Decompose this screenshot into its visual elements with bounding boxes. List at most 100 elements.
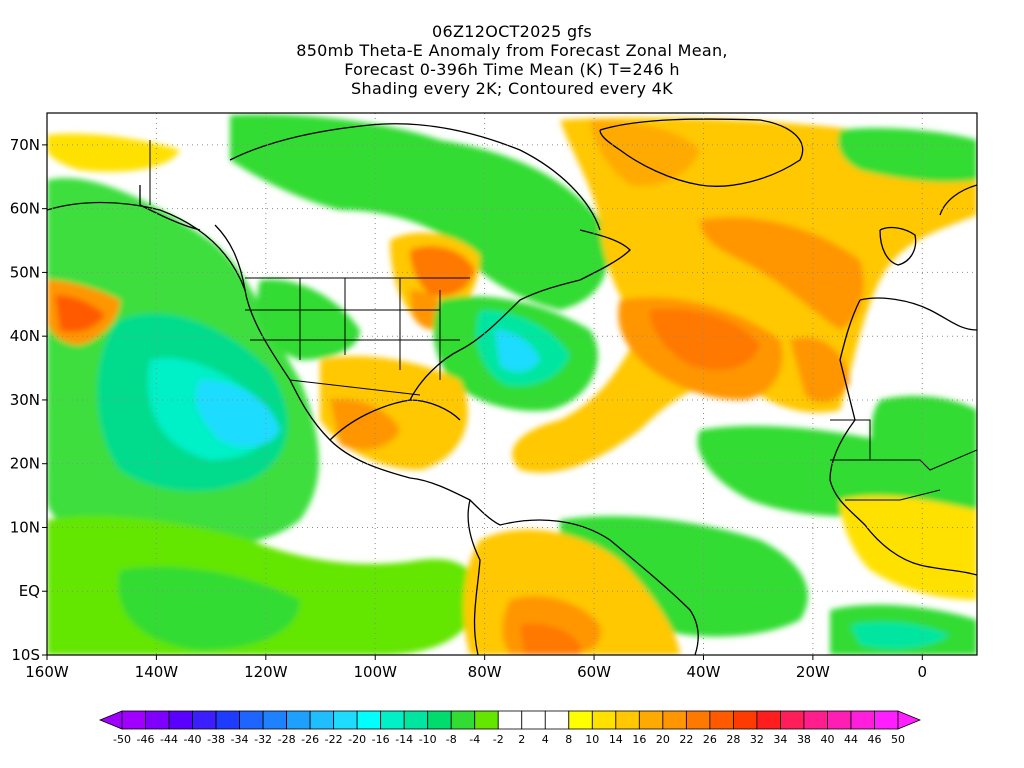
colorbar-label: -28 xyxy=(278,733,296,746)
colorbar-label: -40 xyxy=(184,733,202,746)
colorbar-swatch xyxy=(709,710,734,730)
political-borders xyxy=(149,140,977,501)
colorbar-label: -2 xyxy=(493,733,504,746)
map-frame xyxy=(46,112,978,656)
colorbar-swatch xyxy=(568,710,593,730)
colorbar-swatch xyxy=(333,710,358,730)
colorbar-label: -26 xyxy=(301,733,319,746)
title-line-run: 06Z12OCT2025 gfs xyxy=(432,22,592,41)
lon-tick-label: 160W xyxy=(25,663,69,681)
colorbar-label: -20 xyxy=(348,733,366,746)
title-line-shading: Shading every 2K; Contoured every 4K xyxy=(351,79,673,98)
colorbar-label: -16 xyxy=(372,733,390,746)
colorbar-label: 16 xyxy=(632,733,646,746)
colorbar-label: -46 xyxy=(137,733,155,746)
colorbar-label: -34 xyxy=(231,733,249,746)
lat-tick-label: 30N xyxy=(10,391,40,409)
colorbar-label: -14 xyxy=(395,733,413,746)
colorbar-label: 8 xyxy=(565,733,572,746)
map-title-block: 06Z12OCT2025 gfs 850mb Theta-E Anomaly f… xyxy=(0,22,1024,98)
lat-tick-label: 20N xyxy=(10,455,40,473)
colorbar-swatch xyxy=(427,710,452,730)
lon-tick-label: 120W xyxy=(244,663,288,681)
colorbar-label: 44 xyxy=(844,733,858,746)
anomaly-shading xyxy=(47,114,977,655)
colorbar-label: -44 xyxy=(160,733,178,746)
colorbar-swatch xyxy=(732,710,758,730)
colorbar-label: 46 xyxy=(867,733,881,746)
lon-tick-label: 100W xyxy=(354,663,398,681)
colorbar-swatch xyxy=(780,710,805,730)
colorbar-label: 34 xyxy=(773,733,787,746)
lat-tick-label: 70N xyxy=(10,136,40,154)
colorbar-high-arrow xyxy=(897,710,922,730)
lat-tick-label: 60N xyxy=(10,200,40,218)
colorbar-swatch xyxy=(662,710,687,730)
colorbar-swatch xyxy=(474,710,499,730)
colorbar-swatch xyxy=(262,710,288,730)
colorbar-swatch xyxy=(521,710,546,730)
colorbar-swatch xyxy=(192,710,217,730)
colorbar-swatch xyxy=(756,710,781,730)
colorbar-label: 26 xyxy=(703,733,717,746)
colorbar-swatch xyxy=(685,710,711,730)
title-line-variable: 850mb Theta-E Anomaly from Forecast Zona… xyxy=(296,41,728,60)
lon-tick-label: 40W xyxy=(687,663,721,681)
colorbar-label: 50 xyxy=(891,733,905,746)
colorbar-swatch xyxy=(403,710,429,730)
colorbar-label: -32 xyxy=(254,733,272,746)
coastlines xyxy=(47,118,977,655)
lon-tick-label: 60W xyxy=(577,663,611,681)
colorbar-swatch xyxy=(215,710,240,730)
colorbar-label: 22 xyxy=(679,733,693,746)
colorbar-label: 14 xyxy=(609,733,623,746)
lat-tick-label: 50N xyxy=(10,263,40,281)
colorbar-label: 40 xyxy=(820,733,834,746)
colorbar-label: 20 xyxy=(656,733,670,746)
title-line-forecast: Forecast 0-396h Time Mean (K) T=246 h xyxy=(344,60,680,79)
colorbar-swatch xyxy=(450,710,476,730)
lat-tick-label: 40N xyxy=(10,327,40,345)
colorbar-swatch xyxy=(121,710,146,730)
colorbar-swatch xyxy=(544,710,570,730)
colorbar-swatch xyxy=(145,710,170,730)
lon-tick-label: 140W xyxy=(135,663,179,681)
colorbar-swatch xyxy=(356,710,382,730)
colorbar-swatch xyxy=(286,710,311,730)
colorbar-swatch xyxy=(638,710,664,730)
colorbar-swatch xyxy=(497,710,523,730)
colorbar-swatch xyxy=(239,710,264,730)
colorbar-swatch xyxy=(615,710,640,730)
lon-tick-label: 20W xyxy=(796,663,830,681)
colorbar-label: 2 xyxy=(518,733,525,746)
lat-tick-label: 10N xyxy=(10,518,40,536)
colorbar-swatch xyxy=(850,710,875,730)
colorbar-swatch xyxy=(380,710,405,730)
colorbar-label: -38 xyxy=(207,733,225,746)
colorbar-label: 28 xyxy=(726,733,740,746)
colorbar-label: 32 xyxy=(750,733,764,746)
colorbar-swatch xyxy=(874,710,899,730)
colorbar-label: -10 xyxy=(419,733,437,746)
colorbar-label: -4 xyxy=(469,733,480,746)
colorbar-label: -22 xyxy=(325,733,343,746)
colorbar-swatch xyxy=(827,710,852,730)
colorbar-swatch xyxy=(591,710,617,730)
colorbar-label: -50 xyxy=(113,733,131,746)
colorbar-low-arrow xyxy=(98,710,123,730)
lon-tick-label: 0 xyxy=(918,663,928,681)
colorbar-label: 10 xyxy=(585,733,599,746)
lon-tick-label: 80W xyxy=(468,663,502,681)
colorbar-label: -8 xyxy=(446,733,457,746)
map-gridlines xyxy=(47,113,977,655)
colorbar-label: 4 xyxy=(542,733,549,746)
colorbar-swatch xyxy=(803,710,828,730)
colorbar-swatch xyxy=(168,710,193,730)
colorbar-swatch xyxy=(309,710,335,730)
lat-tick-label: 10S xyxy=(11,646,40,664)
lat-tick-label: EQ xyxy=(19,582,40,600)
colorbar-label: 38 xyxy=(797,733,811,746)
